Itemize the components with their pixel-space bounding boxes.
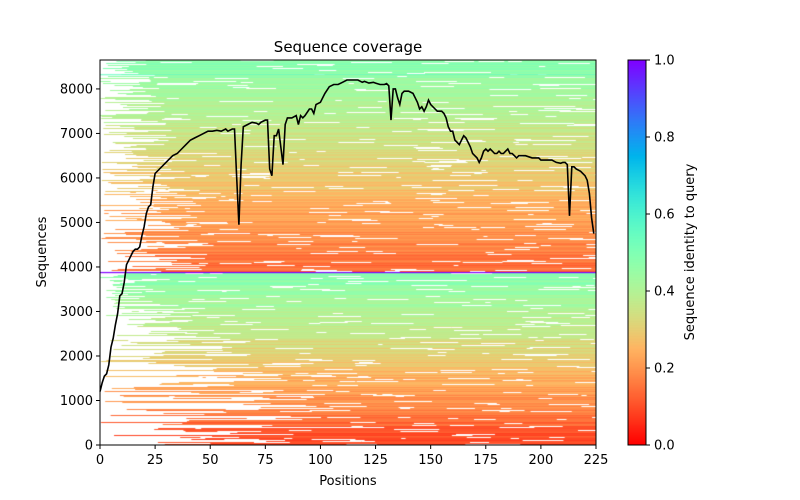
colorbar-tick-label: 0.0: [654, 439, 675, 454]
colorbar-tick-label: 0.4: [654, 285, 675, 300]
plot-frame: [99, 59, 597, 446]
y-tick-label: 0: [85, 439, 93, 454]
colorbar-tick-label: 0.2: [654, 362, 675, 377]
y-tick-label: 3000: [60, 305, 93, 320]
y-tick-label: 8000: [60, 82, 93, 97]
x-tick-label: 100: [308, 453, 333, 468]
y-tick-label: 5000: [60, 216, 93, 231]
x-tick-label: 225: [584, 453, 609, 468]
y-tick-label: 2000: [60, 349, 93, 364]
x-tick-label: 200: [528, 453, 553, 468]
x-tick-label: 150: [418, 453, 443, 468]
y-tick-label: 4000: [60, 260, 93, 275]
y-tick-label: 6000: [60, 171, 93, 186]
x-tick-label: 125: [363, 453, 388, 468]
x-tick-label: 25: [147, 453, 164, 468]
colorbar-tick-label: 1.0: [654, 54, 675, 69]
x-axis-label: Positions: [319, 474, 377, 489]
colorbar-gradient: [628, 60, 646, 445]
colorbar-label: Sequence identity to query: [683, 163, 698, 340]
chart-title: Sequence coverage: [274, 38, 422, 56]
x-tick-label: 50: [202, 453, 219, 468]
x-tick-label: 175: [473, 453, 498, 468]
colorbar-tick-label: 0.8: [654, 131, 675, 146]
colorbar-frame: [627, 59, 647, 446]
x-tick-label: 75: [257, 453, 274, 468]
x-ticks: 0 25 50 75 100 125 150 175 200 225: [96, 445, 609, 468]
y-tick-label: 1000: [60, 394, 93, 409]
colorbar-tick-label: 0.6: [654, 208, 675, 223]
y-tick-label: 7000: [60, 127, 93, 142]
colorbar-ticks: 0.0 0.2 0.4 0.6 0.8 1.0: [646, 54, 675, 454]
coverage-heatmap: [100, 60, 596, 445]
y-ticks: 0 1000 2000 3000 4000 5000 6000 7000 8000: [60, 82, 100, 454]
coverage-line: [99, 79, 595, 392]
x-tick-label: 0: [96, 453, 104, 468]
y-axis-label: Sequences: [35, 216, 50, 287]
